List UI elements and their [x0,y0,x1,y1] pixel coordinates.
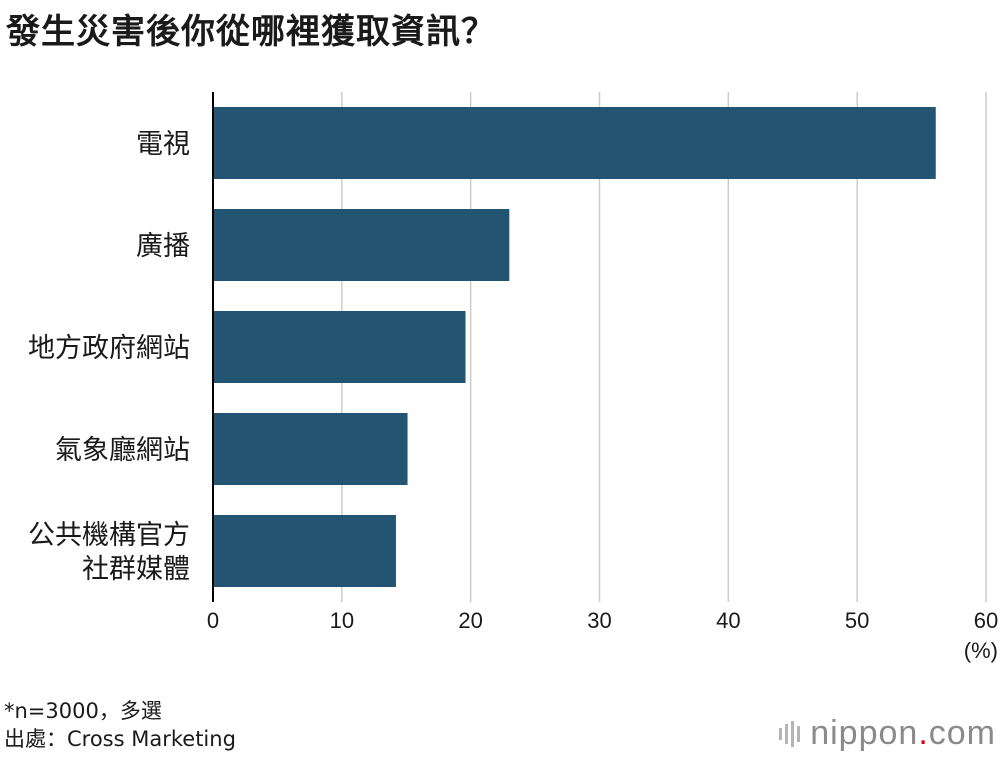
source-note: 出處：Cross Marketing [4,727,236,751]
nippon-logo: nippon.com [778,714,996,753]
chart-title: 發生災害後你從哪裡獲取資訊？ [6,12,496,52]
logo-suffix: com [928,714,996,752]
bar [213,311,466,383]
logo-bars-icon [779,720,801,747]
category-label: 氣象廳網站 [55,435,190,466]
logo-dot: . [918,714,929,752]
logo-main: nippon [810,714,919,752]
x-tick-label: 60 [974,608,998,633]
category-label: 地方政府網站 [28,333,190,364]
logo-text: nippon.com [810,714,996,753]
bar [213,515,396,587]
chart-notes: *n=3000，多選 出處：Cross Marketing [4,697,236,753]
bar [213,413,408,485]
x-unit-label: (%) [964,638,998,663]
category-label: 公共機構官方社群媒體 [28,520,190,585]
bar [213,107,936,179]
sample-note: *n=3000，多選 [4,699,162,723]
x-tick-label: 40 [716,608,740,633]
x-tick-label: 30 [587,608,611,633]
x-tick-label: 0 [207,608,219,633]
x-tick-label: 10 [330,608,354,633]
category-label: 廣播 [136,231,190,262]
x-tick-label: 20 [458,608,482,633]
category-label: 電視 [136,129,190,160]
x-tick-label: 50 [845,608,869,633]
bar [213,209,510,281]
